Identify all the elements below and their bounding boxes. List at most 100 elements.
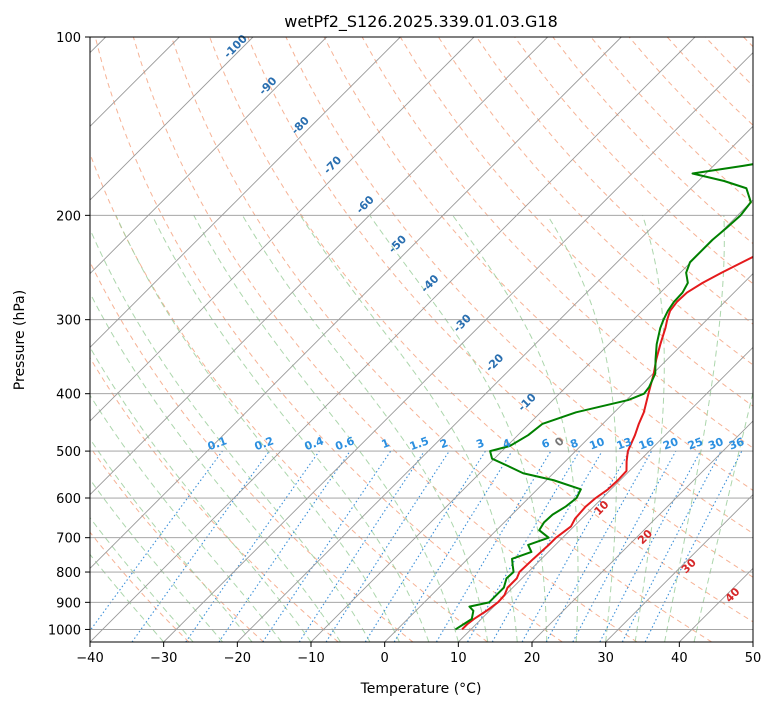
moist-adiabat-line — [547, 215, 617, 642]
dry-adiabat-line — [361, 37, 753, 449]
y-tick-label: 700 — [56, 532, 81, 547]
moist-adiabat-line — [151, 215, 430, 642]
moist-adiabat-line — [664, 215, 725, 642]
dry-adiabat-line — [90, 446, 264, 642]
y-tick-label: 100 — [56, 31, 81, 46]
isotherm-line — [163, 52, 753, 642]
mixing-ratio-line — [218, 450, 351, 642]
isotherms — [90, 37, 753, 642]
mixing-ratio-label: 1.5 — [408, 434, 431, 453]
moist-adiabat-line — [115, 215, 400, 642]
mixing-ratio-line — [393, 450, 513, 642]
x-tick-label: −20 — [224, 651, 251, 666]
moist-adiabat-line — [193, 215, 459, 642]
x-tick-label: 10 — [450, 651, 467, 666]
y-tick-label: 200 — [56, 209, 81, 224]
mixing-ratio-label: 3 — [474, 436, 486, 451]
mixing-ratio-lines — [90, 450, 743, 642]
dewpoint-line — [454, 163, 753, 631]
mixing-ratio-line — [572, 450, 677, 642]
x-axis: −40 −30 −20 −10 0 10 20 30 40 50 — [76, 642, 761, 666]
x-tick-label: 20 — [524, 651, 541, 666]
y-tick-label: 1000 — [48, 623, 81, 638]
mixing-ratio-label: 30 — [706, 435, 725, 453]
y-axis: 1000 900 800 700 600 500 400 300 200 100 — [48, 31, 90, 638]
isotherm-line — [90, 37, 622, 569]
mixing-ratio-label: 13 — [615, 435, 634, 452]
pressure-gridlines — [90, 37, 753, 630]
mixing-ratio-label: 6 — [540, 436, 552, 451]
mixing-ratio-line — [131, 450, 270, 642]
chart-title: wetPf2_S126.2025.339.01.03.G18 — [284, 12, 558, 32]
mixing-ratio-label: 8 — [568, 436, 580, 451]
y-tick-label: 600 — [56, 492, 81, 507]
dry-adiabat-line — [399, 37, 753, 407]
profiles — [454, 163, 753, 631]
dry-adiabats — [90, 37, 753, 642]
isotherm-line — [310, 199, 753, 642]
y-tick-label: 400 — [56, 388, 81, 403]
dry-adiabat-line — [247, 37, 753, 578]
mixing-ratio-line — [90, 450, 223, 632]
mixing-ratio-line — [521, 450, 630, 642]
isotherm-line — [90, 37, 401, 348]
mixing-ratio-label: 0.4 — [303, 434, 326, 453]
y-tick-label: 800 — [56, 566, 81, 581]
moist-adiabat-line — [90, 394, 282, 642]
x-tick-label: 50 — [745, 651, 762, 666]
moist-adiabat-line — [90, 438, 253, 642]
dry-adiabat-line — [90, 356, 339, 642]
mixing-ratio-line — [325, 450, 450, 642]
mixing-ratio-label: 36 — [727, 435, 746, 453]
dry-adiabat-line — [90, 152, 488, 642]
mixing-ratio-label: 0.2 — [253, 434, 276, 453]
x-tick-label: −40 — [76, 651, 103, 666]
dry-adiabat-line — [514, 37, 753, 285]
isotherm-line — [237, 125, 753, 642]
mixing-ratio-label: 16 — [637, 435, 656, 453]
isotherm-line — [90, 37, 548, 496]
mixing-ratio-line — [262, 450, 392, 642]
y-tick-label: 500 — [56, 445, 81, 460]
mixing-ratio-line — [644, 450, 743, 642]
y-tick-label: 900 — [56, 596, 81, 611]
mixing-ratio-label: 20 — [661, 435, 680, 453]
mixing-ratio-label: 10 — [588, 435, 607, 453]
moist-adiabat-line — [90, 478, 223, 642]
y-tick-label: 300 — [56, 314, 81, 329]
x-tick-label: 40 — [671, 651, 688, 666]
dry-adiabat-line — [90, 531, 190, 642]
mixing-ratio-line — [185, 450, 320, 642]
plot-frame — [89, 36, 754, 643]
dry-adiabat-line — [94, 37, 563, 642]
isotherm-line — [90, 37, 475, 422]
mixing-ratio-label: 0.6 — [334, 434, 357, 453]
moist-adiabat-line — [90, 228, 371, 642]
mixing-ratio-label: 1 — [380, 436, 392, 451]
mixing-ratio-label: 4 — [501, 436, 513, 451]
isotherm-line — [90, 37, 254, 201]
mixing-ratio-line — [298, 450, 425, 642]
isotherm-line — [384, 273, 753, 642]
moist-adiabat-line — [452, 215, 579, 642]
x-tick-label: −10 — [297, 651, 324, 666]
moist-adiabat-line — [634, 215, 665, 642]
isotherm-line — [90, 37, 696, 642]
moist-adiabat-line — [90, 291, 341, 642]
isotherm-line — [531, 420, 753, 642]
moist-adiabat-line — [90, 346, 312, 642]
x-tick-label: 30 — [597, 651, 614, 666]
dry-adiabat-line — [171, 37, 713, 642]
mixing-ratio-label: 25 — [686, 435, 705, 452]
dry-adiabat-line — [209, 37, 753, 623]
moist-adiabat-line — [369, 215, 548, 642]
mixing-ratio-label: 2 — [438, 436, 450, 451]
y-axis-title: Pressure (hPa) — [12, 290, 28, 390]
x-axis-title: Temperature (°C) — [360, 681, 482, 697]
x-tick-label: −30 — [150, 651, 177, 666]
isotherm-line — [605, 494, 753, 642]
mixing-ratio-label: 0.1 — [206, 434, 229, 453]
mixing-ratio-line — [545, 450, 653, 642]
